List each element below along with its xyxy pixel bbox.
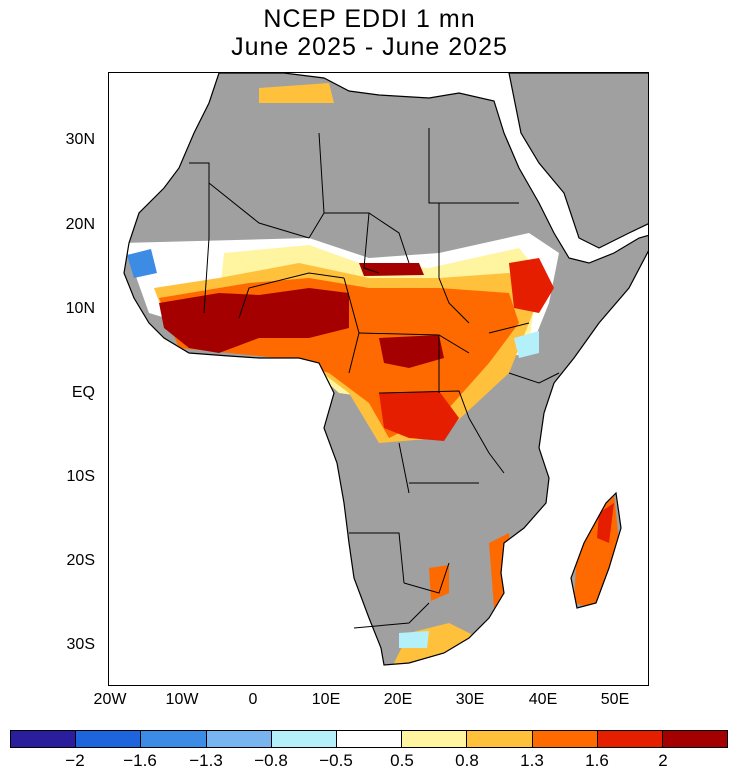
anomaly-dark-red-west bbox=[159, 288, 349, 353]
anomaly-red-madagascar bbox=[597, 503, 614, 543]
legend-label: −0.8 bbox=[254, 751, 288, 770]
y-tick-20s: 20S bbox=[66, 552, 95, 569]
anomaly-lightblue-ethiopia bbox=[514, 331, 539, 358]
y-tick-10n: 10N bbox=[65, 300, 95, 317]
country-borders bbox=[189, 128, 560, 629]
x-tick-10e: 10E bbox=[311, 691, 341, 708]
anomaly-red-congo bbox=[379, 391, 459, 441]
legend-label: −0.5 bbox=[319, 751, 353, 770]
map-frame bbox=[108, 72, 649, 686]
x-tick-0: 0 bbox=[248, 691, 258, 708]
anomaly-red-libya-coast bbox=[449, 73, 509, 85]
legend-label: −1.6 bbox=[123, 751, 157, 770]
x-tick-10w: 10W bbox=[165, 691, 199, 708]
legend-label: 1.6 bbox=[585, 751, 609, 770]
legend-label: 0.8 bbox=[455, 751, 479, 770]
legend-label: −1.3 bbox=[189, 751, 223, 770]
anomaly-dark-red-central bbox=[379, 335, 444, 368]
legend-swatch bbox=[336, 731, 403, 747]
map-title: NCEP EDDI 1 mn bbox=[263, 5, 476, 33]
legend-swatch bbox=[11, 731, 77, 747]
legend-swatch bbox=[76, 731, 142, 747]
y-tick-10s: 10S bbox=[66, 468, 95, 485]
land-area bbox=[123, 73, 648, 666]
legend-label: 1.3 bbox=[520, 751, 544, 770]
y-tick-20n: 20N bbox=[65, 216, 95, 233]
color-legend bbox=[10, 730, 728, 748]
legend-swatch bbox=[662, 731, 728, 747]
x-tick-50e: 50E bbox=[600, 691, 630, 708]
anomaly-blue-senegal bbox=[127, 249, 157, 278]
legend-swatch bbox=[206, 731, 272, 747]
legend-label: 0.5 bbox=[390, 751, 414, 770]
eddi-map bbox=[123, 73, 648, 666]
legend-swatch bbox=[532, 731, 598, 747]
y-tick-eq: EQ bbox=[71, 384, 95, 401]
legend-swatch bbox=[467, 731, 533, 747]
map-subtitle: June 2025 - June 2025 bbox=[231, 33, 508, 61]
x-tick-20w: 20W bbox=[93, 691, 127, 708]
legend-swatch bbox=[402, 731, 468, 747]
coastline bbox=[123, 73, 648, 666]
y-tick-30s: 30S bbox=[66, 636, 95, 653]
anomaly-orange-maghreb bbox=[259, 83, 334, 103]
legend-label: 2 bbox=[658, 751, 668, 770]
y-tick-30n: 30N bbox=[65, 131, 95, 148]
anomaly-red-ethiopia bbox=[509, 258, 554, 313]
anomaly-dark-red-sudan bbox=[359, 263, 424, 276]
x-tick-40e: 40E bbox=[528, 691, 558, 708]
legend-swatch bbox=[141, 731, 207, 747]
anomaly-lightblue-south bbox=[399, 631, 429, 648]
legend-swatch bbox=[597, 731, 663, 747]
x-tick-30e: 30E bbox=[455, 691, 485, 708]
legend-label: −2 bbox=[65, 751, 85, 770]
x-tick-20e: 20E bbox=[383, 691, 413, 708]
legend-swatch bbox=[271, 731, 337, 747]
